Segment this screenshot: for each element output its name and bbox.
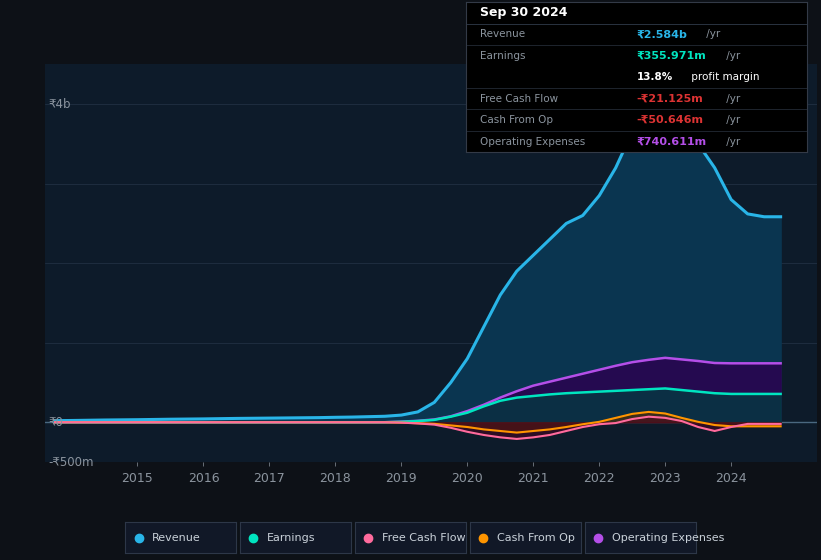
Text: 13.8%: 13.8%: [637, 72, 673, 82]
Text: -₹21.125m: -₹21.125m: [637, 94, 704, 104]
Text: /yr: /yr: [722, 115, 740, 125]
Text: /yr: /yr: [722, 94, 740, 104]
Text: -₹50.646m: -₹50.646m: [637, 115, 704, 125]
Text: /yr: /yr: [722, 51, 740, 61]
Text: Free Cash Flow: Free Cash Flow: [480, 94, 558, 104]
Text: Cash From Op: Cash From Op: [480, 115, 553, 125]
Text: Free Cash Flow: Free Cash Flow: [382, 533, 466, 543]
Text: Earnings: Earnings: [480, 51, 525, 61]
Text: Revenue: Revenue: [480, 29, 525, 39]
Text: -₹500m: -₹500m: [48, 455, 94, 469]
Text: ₹0: ₹0: [48, 416, 63, 429]
Text: /yr: /yr: [704, 29, 721, 39]
Text: Operating Expenses: Operating Expenses: [612, 533, 724, 543]
Text: ₹355.971m: ₹355.971m: [637, 51, 706, 61]
Text: Earnings: Earnings: [267, 533, 315, 543]
Text: Revenue: Revenue: [152, 533, 200, 543]
Text: profit margin: profit margin: [688, 72, 759, 82]
Text: ₹4b: ₹4b: [48, 97, 71, 111]
Text: /yr: /yr: [722, 137, 740, 147]
Text: Cash From Op: Cash From Op: [497, 533, 575, 543]
Text: Operating Expenses: Operating Expenses: [480, 137, 585, 147]
Text: ₹740.611m: ₹740.611m: [637, 137, 707, 147]
Text: Sep 30 2024: Sep 30 2024: [480, 7, 567, 20]
Text: ₹2.584b: ₹2.584b: [637, 29, 687, 39]
